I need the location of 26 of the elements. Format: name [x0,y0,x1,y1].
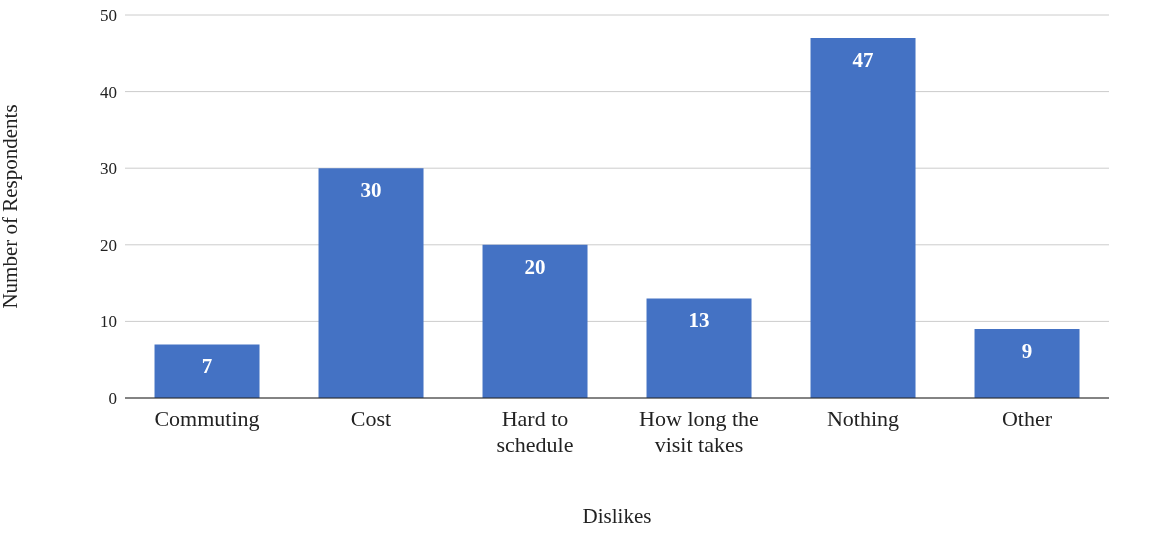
bar [646,298,752,398]
x-tick-label: Commuting [154,406,260,431]
y-tick-label: 30 [100,159,117,179]
x-tick-label: Other [1001,406,1053,431]
y-tick-label: 20 [100,235,117,255]
y-tick-label: 50 [100,6,117,26]
x-tick-label: Nothing [826,406,900,431]
data-label: 7 [201,354,213,379]
bar [154,344,260,398]
data-label: 9 [1021,338,1033,363]
x-tick-label: Cost [350,406,392,431]
y-axis-title: Number of Respondents [0,104,23,309]
data-label: 30 [360,178,382,203]
y-tick-label: 40 [100,82,117,102]
x-axis-title: Dislikes [582,504,652,528]
bar [318,168,424,398]
bar [974,329,1080,398]
data-label: 13 [688,308,710,333]
x-tick-label: How long the visit takes [639,406,759,457]
bar [810,37,916,398]
data-label: 47 [852,47,874,72]
y-tick-label: 10 [100,312,117,332]
bar [482,244,588,398]
data-label: 20 [524,254,546,279]
y-tick-label: 0 [108,389,117,409]
x-tick-label: Hard to schedule [496,406,574,457]
